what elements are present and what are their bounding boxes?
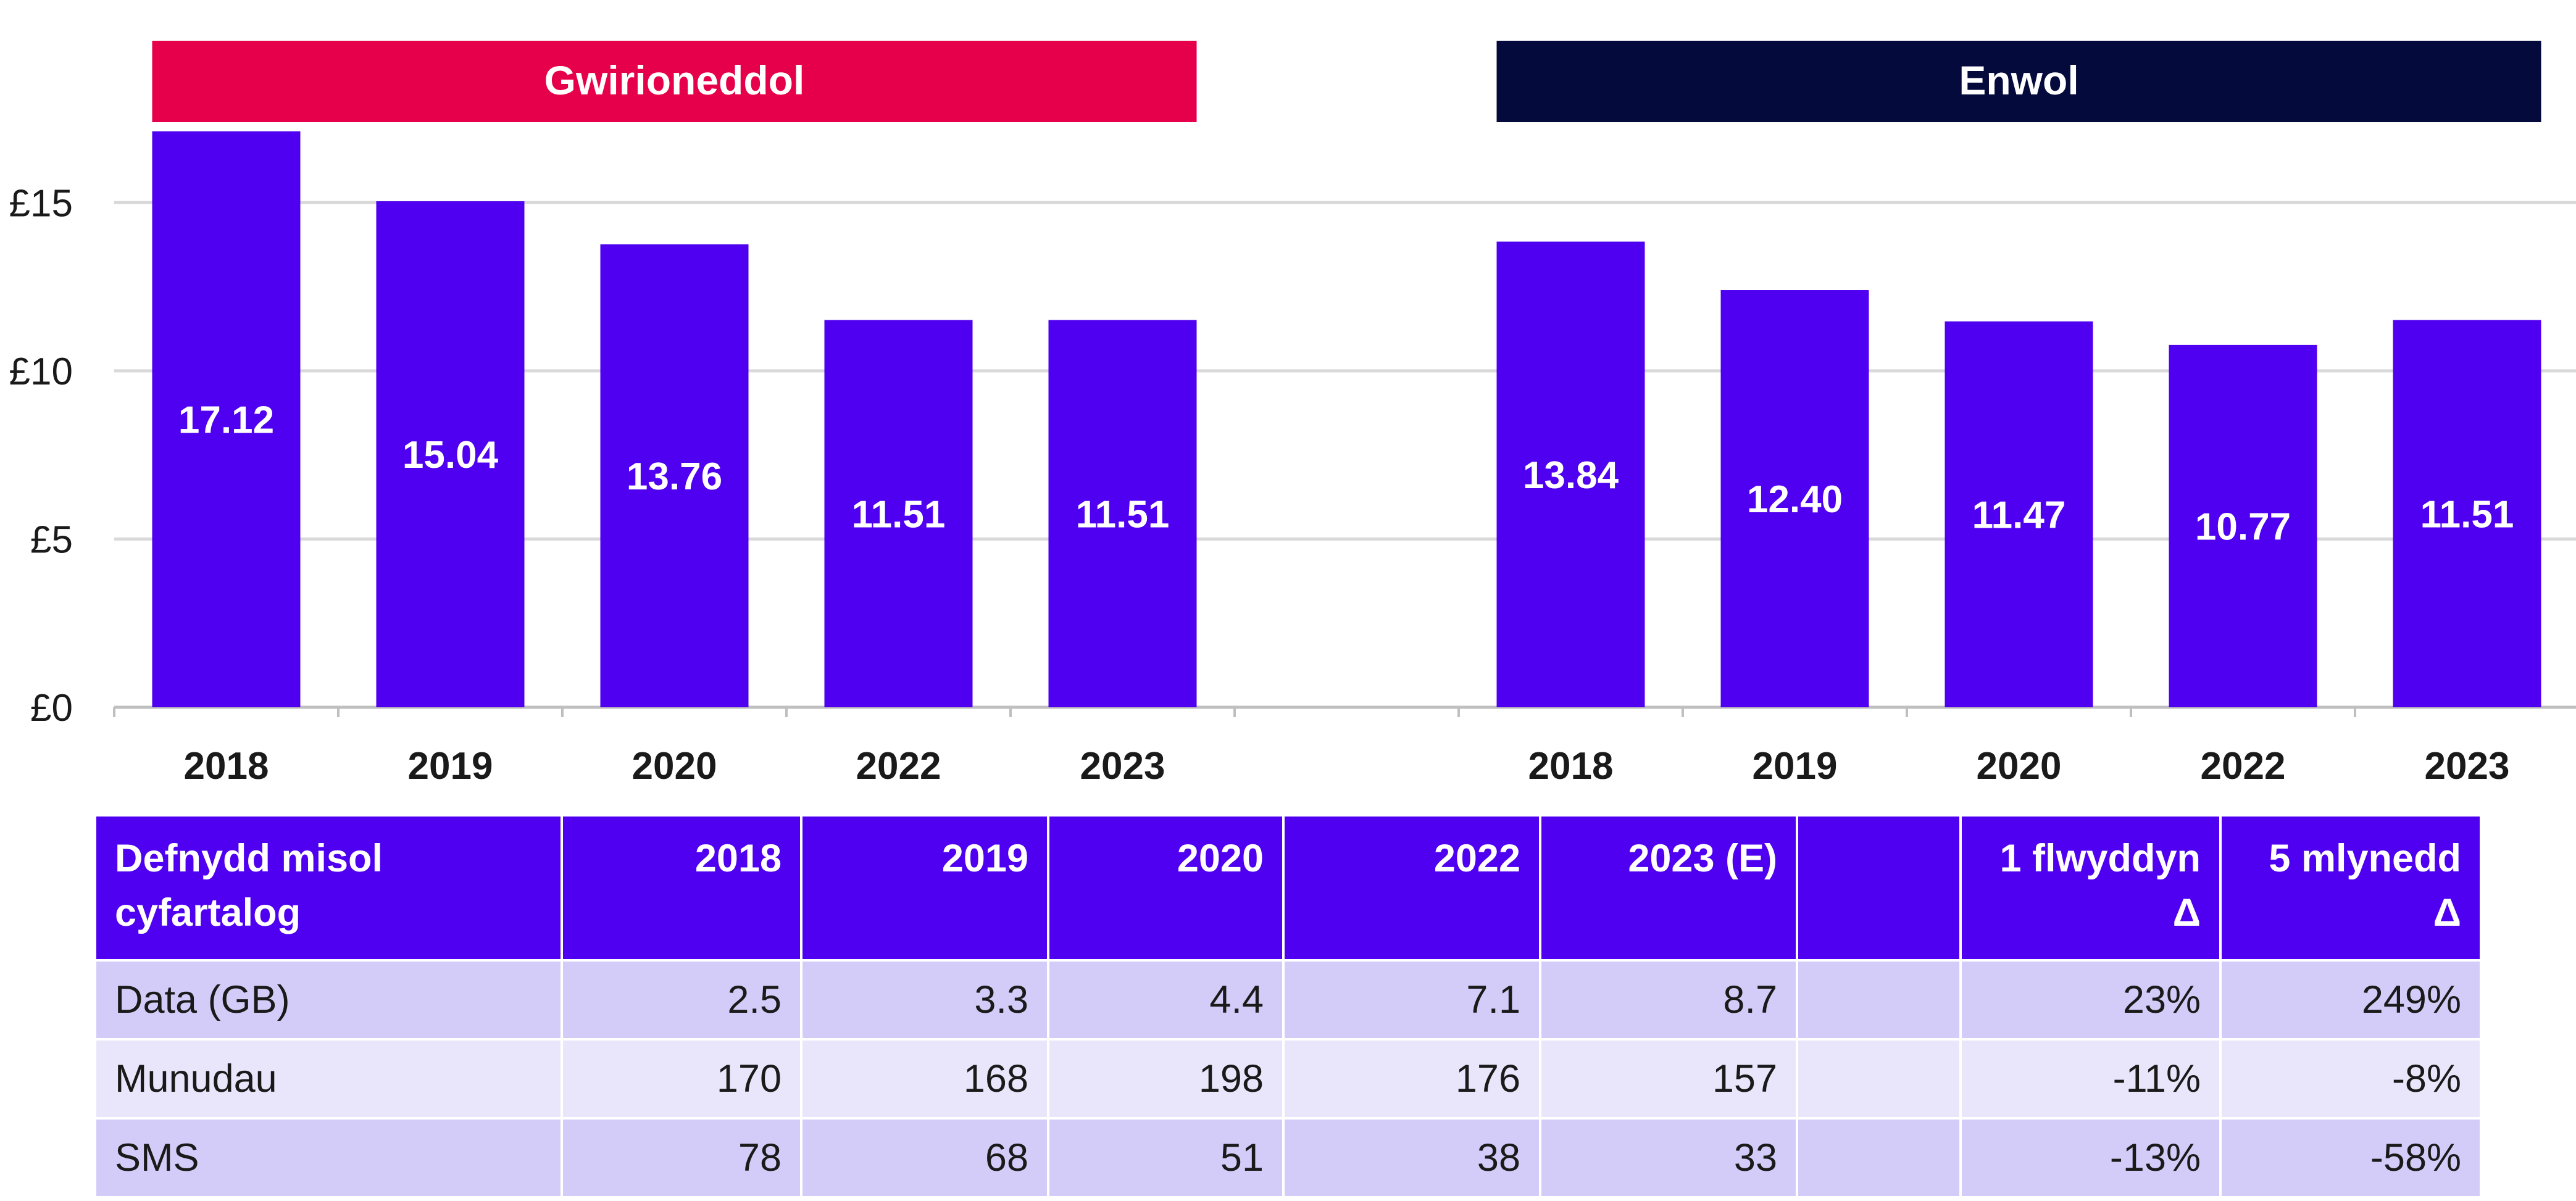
table-cell: -8% [2219, 1038, 2482, 1120]
data-label: 12.40 [1747, 478, 1843, 521]
x-tick-label: 2019 [1753, 745, 1838, 788]
table-row: SMS 78 68 51 38 33 -13% -58% [94, 1117, 2482, 1199]
usage-table: Defnydd misol cyfartalog 2018 2019 2020 … [94, 814, 2482, 1199]
group-header-label: Enwol [1959, 57, 2078, 103]
bar [2393, 320, 2541, 707]
x-tick-label: 2023 [2425, 745, 2510, 788]
bar [1496, 241, 1645, 707]
y-tick-label: £15 [9, 182, 73, 225]
table-cell: 3.3 [800, 959, 1049, 1041]
data-label: 11.51 [1076, 493, 1170, 536]
x-tick-label: 2020 [632, 745, 717, 788]
group-header-enwol [1496, 41, 2541, 122]
x-tick-label: 2022 [2201, 745, 2286, 788]
table-cell [1796, 1117, 1962, 1199]
table-cell: 78 [561, 1117, 802, 1199]
data-label: 13.84 [1523, 454, 1619, 497]
bar [600, 244, 749, 707]
header-cell-2018: 2018 [561, 814, 802, 962]
x-tick-label: 2022 [856, 745, 941, 788]
table-cell: 2.5 [561, 959, 802, 1041]
table-cell: 168 [800, 1038, 1049, 1120]
table-cell: 38 [1282, 1117, 1541, 1199]
y-tick-label: £0 [30, 687, 73, 729]
table-cell: 176 [1282, 1038, 1541, 1120]
bar [376, 201, 525, 708]
table-cell: -11% [1959, 1038, 2222, 1120]
table-cell: -13% [1959, 1117, 2222, 1199]
table-row: Data (GB) 2.5 3.3 4.4 7.1 8.7 23% 249% [94, 959, 2482, 1041]
table-cell: 8.7 [1539, 959, 1798, 1041]
data-label: 11.47 [1972, 494, 2066, 536]
header-cell-2023: 2023 (E) [1539, 814, 1798, 962]
x-tick-label: 2019 [408, 745, 493, 788]
x-tick-label: 2020 [1977, 745, 2062, 788]
bar [152, 131, 301, 707]
bar [1945, 321, 2093, 707]
bar [1720, 290, 1869, 708]
table-cell: SMS [94, 1117, 563, 1199]
table-cell: 7.1 [1282, 959, 1541, 1041]
table-cell: 51 [1047, 1117, 1285, 1199]
data-label: 11.51 [852, 493, 946, 536]
data-label: 11.51 [2420, 493, 2514, 536]
table-row: Munudau 170 168 198 176 157 -11% -8% [94, 1038, 2482, 1120]
table-cell: -58% [2219, 1117, 2482, 1199]
header-cell-1yr-change: 1 flwyddyn Δ [1959, 814, 2222, 962]
data-label: 13.76 [627, 455, 722, 498]
x-tick-label: 2018 [184, 745, 269, 788]
data-label: 17.12 [178, 399, 274, 441]
table-cell: 157 [1539, 1038, 1798, 1120]
table-cell: Munudau [94, 1038, 563, 1120]
header-cell-2022: 2022 [1282, 814, 1541, 962]
table-cell: 170 [561, 1038, 802, 1120]
bar [2169, 344, 2317, 707]
table-header-row: Defnydd misol cyfartalog 2018 2019 2020 … [94, 814, 2482, 962]
table-cell: 249% [2219, 959, 2482, 1041]
bar [1048, 320, 1197, 707]
header-cell-blank [1796, 814, 1962, 962]
data-label: 10.77 [2195, 505, 2291, 548]
y-tick-label: £10 [9, 351, 73, 393]
table-cell: 198 [1047, 1038, 1285, 1120]
bar-chart: £0 £5 £10 £15 Gwirioneddol 17.12 2018 15.04 2019… [9, 41, 2576, 788]
table-cell [1796, 959, 1962, 1041]
table-cell: 33 [1539, 1117, 1798, 1199]
table-cell [1796, 1038, 1962, 1120]
x-tick-label: 2023 [1080, 745, 1165, 788]
header-cell-5yr-change: 5 mlynedd Δ [2219, 814, 2482, 962]
header-cell-2020: 2020 [1047, 814, 1285, 962]
data-label: 15.04 [402, 434, 499, 476]
header-cell-2019: 2019 [800, 814, 1049, 962]
table-cell: 23% [1959, 959, 2222, 1041]
group-header-gwirioneddol [152, 41, 1197, 122]
table-cell: 4.4 [1047, 959, 1285, 1041]
table-cell: Data (GB) [94, 959, 563, 1041]
bar [824, 320, 973, 707]
group-header-label: Gwirioneddol [544, 57, 805, 103]
y-tick-label: £5 [30, 518, 73, 561]
x-tick-label: 2018 [1528, 745, 1614, 788]
table-cell: 68 [800, 1117, 1049, 1199]
header-cell-metric: Defnydd misol cyfartalog [94, 814, 563, 962]
